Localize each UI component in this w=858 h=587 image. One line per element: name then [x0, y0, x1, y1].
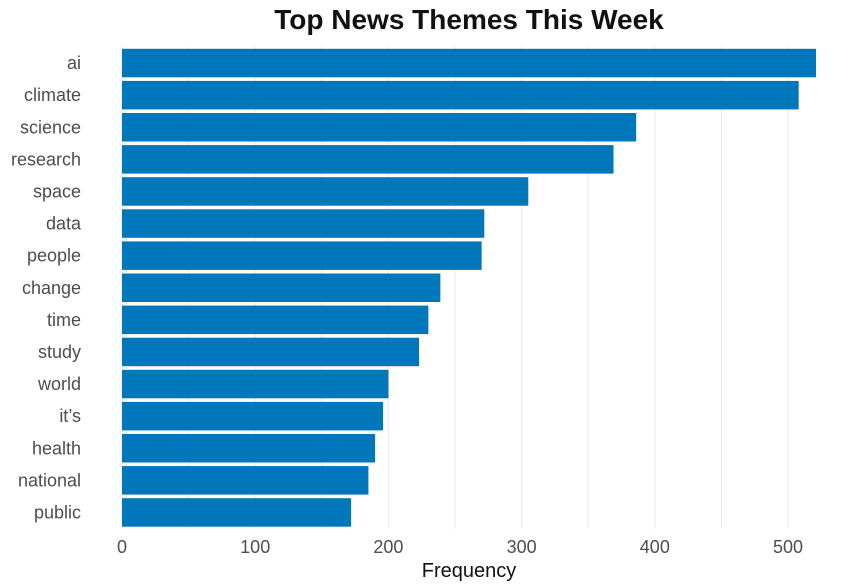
category-label: ai — [67, 53, 81, 73]
bar-public — [122, 498, 352, 527]
bar-ai — [122, 48, 816, 78]
bar-data — [122, 209, 485, 238]
bar-research — [122, 145, 614, 174]
category-label: time — [47, 310, 81, 330]
x-tick-label: 400 — [640, 537, 670, 557]
category-label: it’s — [59, 406, 81, 426]
bars — [122, 48, 816, 527]
category-label: climate — [24, 85, 81, 105]
category-label: people — [27, 246, 81, 266]
bar-people — [122, 241, 482, 270]
chart-title: Top News Themes This Week — [274, 4, 664, 35]
x-tick-label: 500 — [773, 537, 803, 557]
bar-world — [122, 369, 389, 399]
category-label: public — [34, 502, 81, 522]
bar-time — [122, 305, 429, 335]
category-label: space — [33, 181, 81, 201]
category-label: change — [22, 278, 81, 298]
x-axis-ticks: 0 100 200 300 400 500 — [117, 537, 803, 557]
category-label: research — [11, 149, 81, 169]
category-label: study — [38, 342, 81, 362]
x-tick-label: 200 — [373, 537, 403, 557]
bar-change — [122, 273, 441, 302]
bar-health — [122, 434, 376, 463]
bar-study — [122, 337, 420, 367]
x-tick-label: 100 — [240, 537, 270, 557]
category-label: world — [37, 374, 81, 394]
bar-science — [122, 113, 637, 142]
category-labels: ai climate science research space data people c… — [11, 53, 82, 522]
bar-it-s — [122, 401, 384, 431]
category-label: national — [18, 470, 81, 490]
category-label: health — [32, 438, 81, 458]
category-label: science — [20, 117, 81, 137]
bar-space — [122, 177, 529, 206]
x-tick-label: 0 — [117, 537, 127, 557]
bar-climate — [122, 80, 799, 110]
x-tick-label: 300 — [507, 537, 537, 557]
x-axis-title: Frequency — [422, 560, 517, 582]
bar-national — [122, 466, 369, 495]
category-label: data — [46, 214, 82, 234]
